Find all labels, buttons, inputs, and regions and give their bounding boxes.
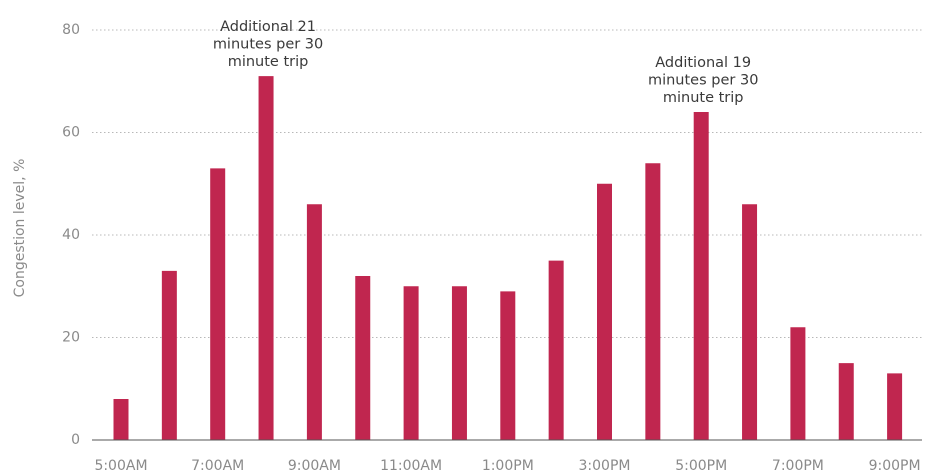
bar-700am — [210, 168, 226, 440]
annotation-text: Additional 19 — [655, 55, 751, 71]
bar-500pm — [693, 112, 709, 440]
x-tick-label: 1:00PM — [482, 458, 534, 474]
bar-900am — [306, 204, 322, 440]
bar-600am — [161, 270, 177, 440]
y-tick-label: 80 — [62, 22, 80, 38]
x-tick-label: 11:00AM — [380, 458, 442, 474]
bar-100pm — [500, 291, 516, 440]
x-tick-label: 7:00PM — [772, 458, 824, 474]
x-tick-label: 5:00AM — [94, 458, 147, 474]
annotation-text: minutes per 30 — [213, 37, 323, 53]
y-axis-label: Congestion level, % — [12, 159, 28, 298]
bar-500am — [113, 399, 129, 440]
annotation-text: minute trip — [663, 90, 744, 106]
x-tick-label: 9:00AM — [288, 458, 341, 474]
bar-1100am — [403, 286, 419, 440]
annotation-text: minute trip — [228, 54, 309, 70]
bar-800am — [258, 76, 274, 440]
x-tick-label: 9:00PM — [869, 458, 921, 474]
bar-1000am — [355, 276, 371, 440]
bar-200pm — [548, 260, 564, 440]
x-tick-label: 5:00PM — [675, 458, 727, 474]
bars — [113, 76, 903, 440]
x-tick-labels: 5:00AM 7:00AM 9:00AM 11:00AM 1:00PM 3:00PM 5:0… — [94, 458, 920, 474]
bar-300pm — [597, 183, 612, 440]
bar-1200pm — [451, 286, 467, 440]
bar-800pm — [838, 363, 854, 440]
y-tick-label: 0 — [71, 432, 80, 448]
y-tick-label: 60 — [62, 125, 80, 141]
x-tick-label: 3:00PM — [579, 458, 631, 474]
bar-700pm — [790, 327, 806, 440]
y-tick-label: 40 — [62, 227, 80, 243]
y-tick-labels: 0 20 40 60 80 — [62, 22, 80, 448]
bar-600pm — [742, 204, 758, 440]
y-tick-label: 20 — [62, 330, 80, 346]
annotation-text: Additional 21 — [220, 19, 316, 35]
bar-400pm — [645, 163, 661, 440]
bar-900pm — [887, 373, 903, 440]
x-tick-label: 7:00AM — [191, 458, 244, 474]
annotation-text: minutes per 30 — [648, 73, 758, 89]
